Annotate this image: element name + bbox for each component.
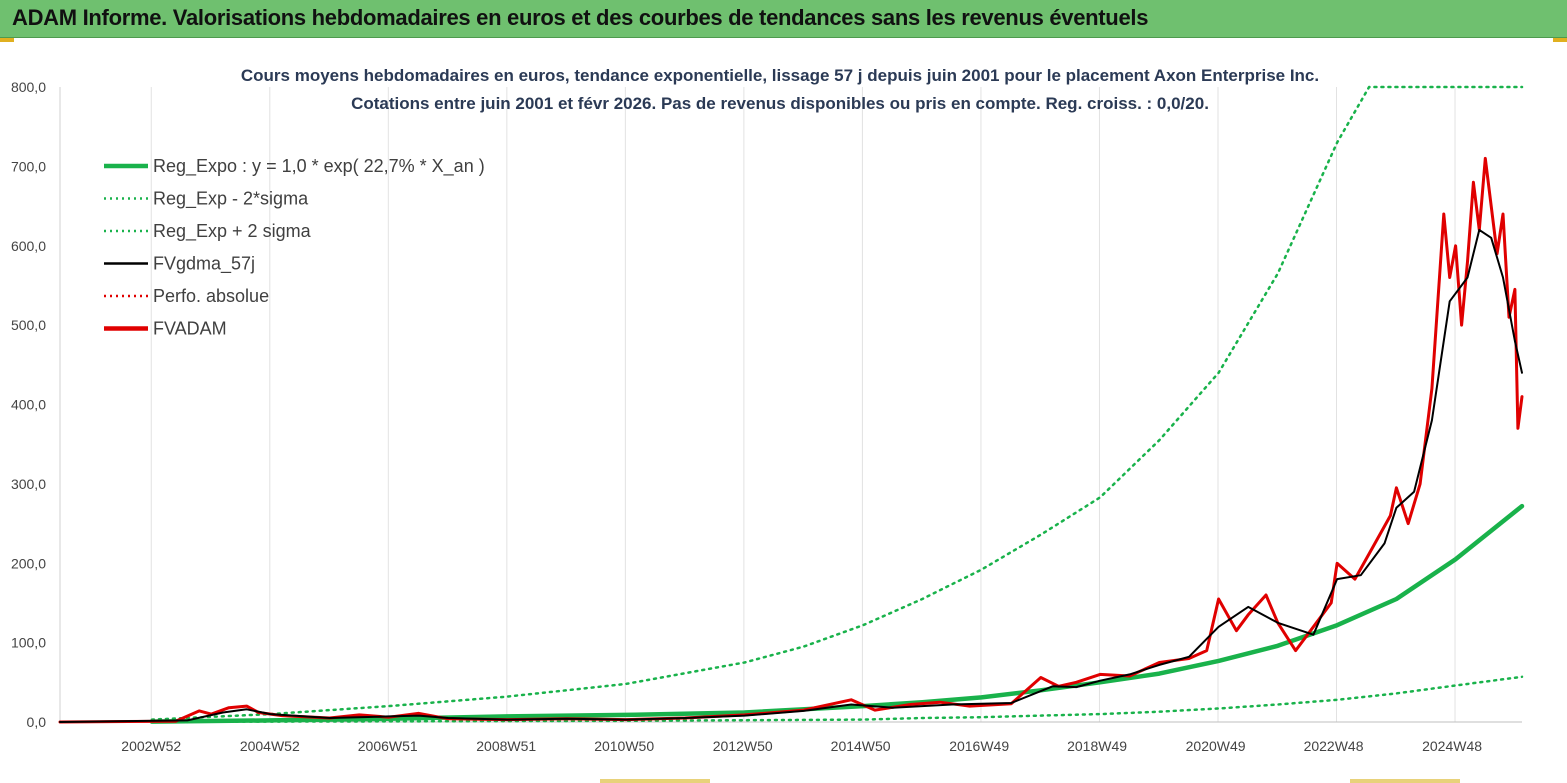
- header-title: ADAM Informe. Valorisations hebdomadaire…: [12, 5, 1149, 30]
- y-tick-label: 500,0: [11, 317, 46, 333]
- series-line-fvgdma-57j: [59, 228, 1523, 723]
- legend-label: Perfo. absolue: [153, 286, 269, 306]
- y-tick-label: 600,0: [11, 238, 46, 254]
- legend-label: Reg_Expo : y = 1,0 * exp( 22,7% * X_an ): [153, 156, 485, 177]
- corner-mark-left: [0, 38, 14, 42]
- grid-layer: [150, 87, 1456, 722]
- x-tick-label: 2014W50: [831, 738, 891, 754]
- y-tick-label: 800,0: [11, 79, 46, 95]
- y-tick-label: 100,0: [11, 635, 46, 651]
- y-tick-label: 0,0: [27, 714, 47, 730]
- x-tick-label: 2020W49: [1186, 738, 1246, 754]
- chart-area: 0,0 100,0 200,0 300,0 400,0 500,0 600,0 700,0 80…: [11, 66, 1525, 754]
- legend-label: Reg_Exp - 2*sigma: [153, 189, 309, 210]
- chart-title-line2: Cotations entre juin 2001 et févr 2026. …: [351, 94, 1209, 113]
- x-tick-label: 2002W52: [121, 738, 181, 754]
- y-tick-label: 200,0: [11, 555, 46, 571]
- x-tick-label: 2010W50: [594, 738, 654, 754]
- x-tick-label: 2006W51: [358, 738, 418, 754]
- bottom-strip: [600, 779, 710, 783]
- x-tick-label: 2016W49: [949, 738, 1009, 754]
- x-tick-label: 2024W48: [1422, 738, 1482, 754]
- x-tick-label: 2012W50: [713, 738, 773, 754]
- axis-layer: 0,0 100,0 200,0 300,0 400,0 500,0 600,0 700,0 80…: [11, 79, 1522, 754]
- x-tick-label: 2004W52: [240, 738, 300, 754]
- header-bar: ADAM Informe. Valorisations hebdomadaire…: [0, 0, 1567, 38]
- y-tick-label: 700,0: [11, 158, 46, 174]
- x-tick-label: 2022W48: [1304, 738, 1364, 754]
- x-tick-label: 2018W49: [1067, 738, 1127, 754]
- y-tick-label: 400,0: [11, 397, 46, 413]
- y-tick-label: 300,0: [11, 476, 46, 492]
- series-line-reg-exp-2-sigma: [150, 675, 1524, 724]
- legend: Reg_Expo : y = 1,0 * exp( 22,7% * X_an )…: [104, 156, 485, 339]
- series-line-reg-expo: [149, 503, 1525, 724]
- legend-label: FVgdma_57j: [153, 254, 255, 275]
- corner-mark-right: [1553, 38, 1567, 42]
- legend-label: Reg_Exp + 2 sigma: [153, 221, 312, 242]
- series-layer: [58, 85, 1525, 724]
- bottom-strip-2: [1350, 779, 1460, 783]
- legend-label: FVADAM: [153, 319, 227, 339]
- series-line-reg-exp-2-sigma: [150, 85, 1524, 721]
- chart-title-line1: Cours moyens hebdomadaires en euros, ten…: [241, 66, 1319, 85]
- x-tick-label: 2008W51: [476, 738, 536, 754]
